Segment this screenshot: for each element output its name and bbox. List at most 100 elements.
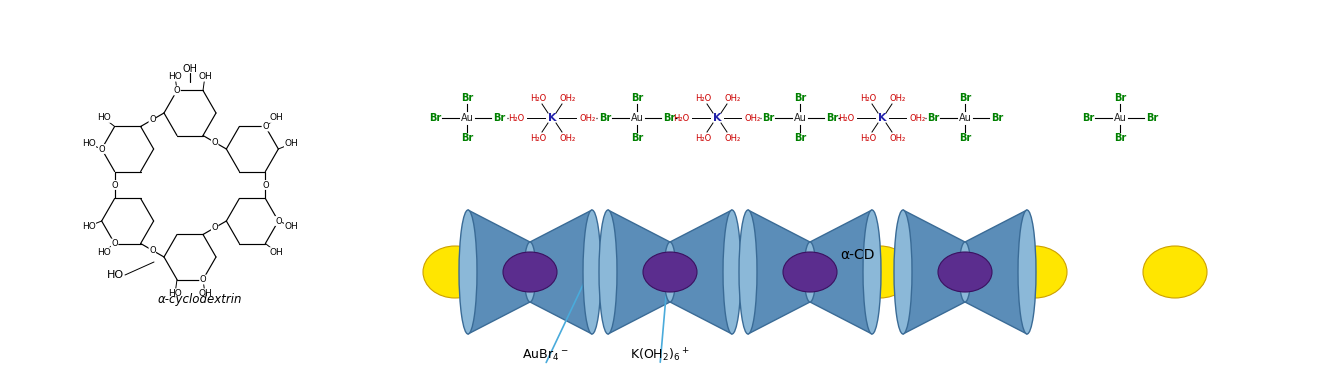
Ellipse shape [502, 252, 557, 292]
Text: OH₂: OH₂ [724, 134, 742, 143]
Text: Br: Br [493, 113, 505, 123]
Text: K: K [877, 113, 886, 123]
Text: Br: Br [793, 133, 807, 143]
Polygon shape [670, 210, 732, 334]
Text: OH: OH [270, 248, 283, 257]
Text: OH₂: OH₂ [579, 114, 597, 123]
Text: Br: Br [429, 113, 441, 123]
Text: Au: Au [1114, 113, 1127, 123]
Text: Br: Br [762, 113, 773, 123]
Text: Br: Br [461, 93, 473, 103]
Text: HO: HO [169, 289, 182, 298]
Text: H₂O: H₂O [860, 134, 876, 143]
Text: O: O [112, 239, 118, 248]
Ellipse shape [459, 210, 477, 334]
Text: H₂O: H₂O [695, 134, 711, 143]
Text: OH₂: OH₂ [560, 134, 577, 143]
Polygon shape [748, 210, 809, 334]
Ellipse shape [739, 210, 758, 334]
Text: Br: Br [960, 93, 971, 103]
Text: K: K [548, 113, 557, 123]
Text: OH: OH [284, 222, 298, 231]
Text: HO: HO [97, 113, 110, 122]
Text: Br: Br [599, 113, 611, 123]
Text: OH₂: OH₂ [910, 114, 926, 123]
Text: OH: OH [198, 289, 211, 298]
Text: O: O [211, 223, 218, 232]
Text: H₂O: H₂O [530, 94, 546, 102]
Ellipse shape [664, 242, 676, 302]
Text: Br: Br [991, 113, 1003, 123]
Text: O: O [174, 86, 181, 95]
Text: Br: Br [793, 93, 807, 103]
Text: O: O [112, 180, 118, 189]
Text: Br: Br [926, 113, 940, 123]
Text: Br: Br [631, 133, 643, 143]
Text: HO: HO [169, 72, 182, 81]
Ellipse shape [524, 242, 536, 302]
Polygon shape [607, 210, 670, 334]
Text: H₂O: H₂O [860, 94, 876, 102]
Text: Br: Br [825, 113, 839, 123]
Text: O: O [98, 145, 105, 154]
Ellipse shape [848, 246, 912, 298]
Ellipse shape [708, 246, 772, 298]
Text: O: O [199, 275, 206, 284]
Text: O: O [262, 180, 268, 189]
Text: H₂O: H₂O [530, 134, 546, 143]
Text: H₂O: H₂O [695, 94, 711, 102]
Text: Au: Au [461, 113, 473, 123]
Text: HO: HO [106, 270, 124, 280]
Text: Br: Br [1146, 113, 1158, 123]
Ellipse shape [643, 252, 696, 292]
Ellipse shape [938, 252, 991, 292]
Text: H₂O: H₂O [508, 114, 524, 123]
Text: OH₂: OH₂ [724, 94, 742, 102]
Text: α-CD: α-CD [840, 248, 874, 262]
Text: Br: Br [461, 133, 473, 143]
Text: OH₂: OH₂ [890, 134, 906, 143]
Polygon shape [809, 210, 872, 334]
Text: AuBr$_4$$^-$: AuBr$_4$$^-$ [522, 347, 569, 363]
Text: OH₂: OH₂ [744, 114, 762, 123]
Text: OH: OH [182, 64, 198, 74]
Ellipse shape [1143, 246, 1207, 298]
Ellipse shape [599, 210, 617, 334]
Ellipse shape [1018, 210, 1037, 334]
Ellipse shape [804, 242, 816, 302]
Text: Br: Br [1114, 133, 1126, 143]
Text: Au: Au [793, 113, 807, 123]
Text: K(OH$_2$)$_6$$^+$: K(OH$_2$)$_6$$^+$ [630, 346, 690, 364]
Text: O: O [149, 115, 155, 124]
Text: Au: Au [958, 113, 971, 123]
Text: O: O [275, 216, 282, 225]
Text: Br: Br [631, 93, 643, 103]
Text: Br: Br [1114, 93, 1126, 103]
Ellipse shape [567, 246, 633, 298]
Text: O: O [262, 122, 268, 131]
Text: O: O [149, 246, 155, 255]
Ellipse shape [783, 252, 837, 292]
Text: OH: OH [284, 139, 298, 148]
Ellipse shape [583, 210, 601, 334]
Text: Br: Br [663, 113, 675, 123]
Text: HO: HO [97, 248, 110, 257]
Text: K: K [712, 113, 722, 123]
Ellipse shape [863, 210, 881, 334]
Text: OH₂: OH₂ [560, 94, 577, 102]
Text: H₂O: H₂O [837, 114, 855, 123]
Ellipse shape [894, 210, 912, 334]
Ellipse shape [723, 210, 742, 334]
Text: OH: OH [270, 113, 283, 122]
Text: Br: Br [960, 133, 971, 143]
Text: O: O [211, 138, 218, 147]
Text: HO: HO [82, 139, 96, 148]
Polygon shape [468, 210, 530, 334]
Polygon shape [530, 210, 591, 334]
Text: Br: Br [1082, 113, 1094, 123]
Text: Au: Au [630, 113, 643, 123]
Ellipse shape [423, 246, 486, 298]
Text: H₂O: H₂O [672, 114, 690, 123]
Text: HO: HO [82, 222, 96, 231]
Text: α-cyclodextrin: α-cyclodextrin [158, 292, 242, 305]
